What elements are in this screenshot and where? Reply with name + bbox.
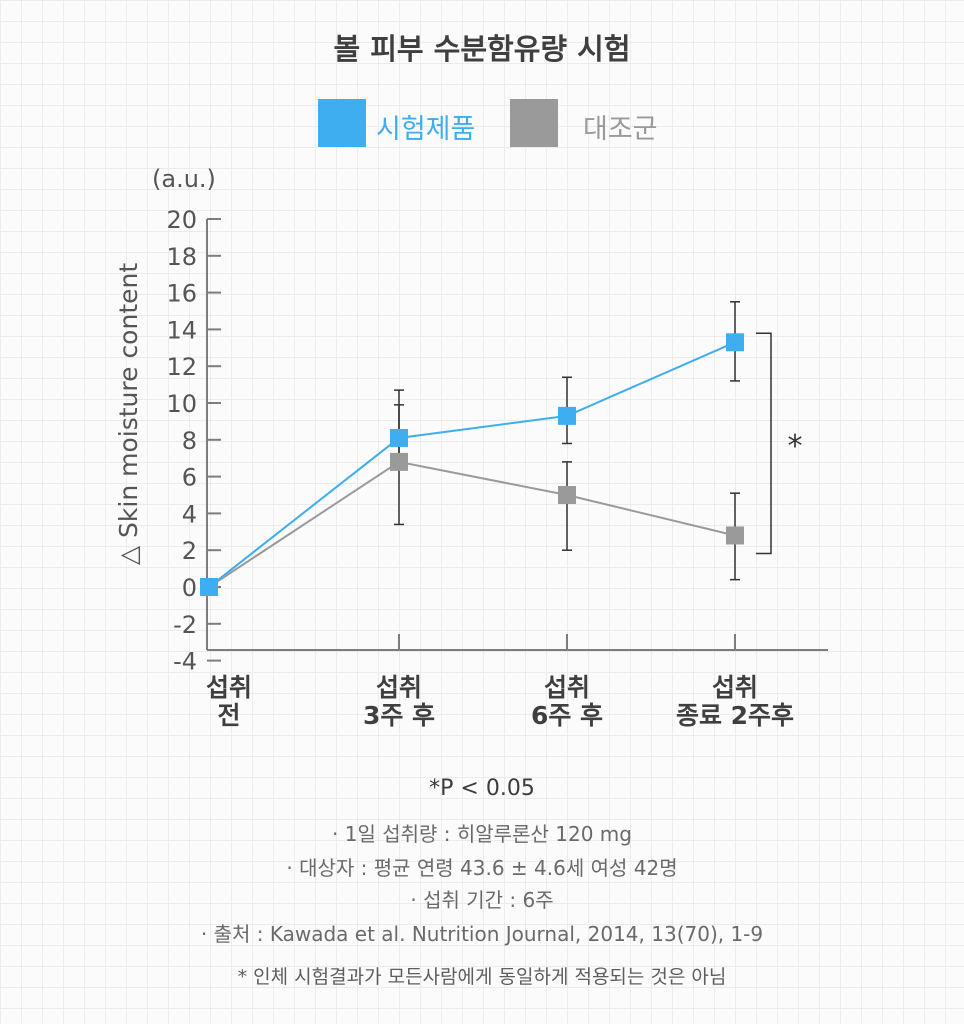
- series-line-1: [208, 460, 736, 588]
- error-bars: [394, 301, 740, 581]
- y-tick-label: 8: [182, 427, 197, 455]
- series-line-0: [208, 341, 736, 588]
- y-tick-label: 10: [166, 390, 197, 418]
- chart-title: 볼 피부 수분함유량 시험: [333, 32, 631, 66]
- y-tick-label: 2: [182, 537, 197, 565]
- x-tick-label-line1: 섭취: [376, 673, 422, 702]
- source-note: · 출처 : Kawada et al. Nutrition Journal, …: [200, 922, 764, 946]
- series-markers: [200, 333, 744, 596]
- significance: *: [756, 332, 803, 555]
- y-tick-label: 12: [166, 353, 197, 381]
- x-tick-label-line2: 종료 2주후: [676, 701, 794, 730]
- x-tick-label-line1: 섭취: [712, 673, 758, 702]
- legend-label-test: 시험제품: [376, 114, 476, 145]
- y-tick-label: 18: [166, 243, 197, 271]
- duration-note: · 섭취 기간 : 6주: [410, 888, 554, 912]
- axes: (a.u.) △ Skin moisture content: [114, 165, 828, 651]
- y-tick-label: 16: [166, 280, 197, 308]
- y-tick-label: 14: [166, 316, 197, 344]
- y-tick-label: 20: [166, 206, 197, 234]
- legend-swatch-control: [510, 99, 558, 147]
- x-tick-label-line1: 섭취: [206, 673, 252, 702]
- data-point-1: [726, 526, 744, 545]
- x-tick-label-line2: 전: [217, 701, 240, 730]
- significance-bracket: [756, 332, 772, 555]
- legend-swatch-test: [318, 99, 366, 147]
- dosage-note: · 1일 섭취량 : 히알루론산 120 mg: [332, 822, 632, 846]
- y-axis-label: △ Skin moisture content: [114, 263, 143, 565]
- data-point-0: [726, 333, 744, 352]
- x-tick-label-line2: 3주 후: [363, 701, 435, 730]
- y-tick-label: -2: [173, 611, 197, 639]
- series-lines: [208, 341, 736, 588]
- legend: 시험제품 대조군: [0, 99, 964, 149]
- p-value-note: *P < 0.05: [429, 776, 535, 801]
- significance-mark: *: [788, 429, 803, 464]
- x-tick-label-line1: 섭취: [544, 673, 590, 702]
- y-tick-label: 0: [182, 574, 197, 602]
- x-tick-label-line2: 6주 후: [531, 701, 603, 730]
- line-chart: (a.u.)△ Skin moisture content 2018161412…: [114, 165, 828, 730]
- legend-label-control: 대조군: [583, 114, 658, 145]
- data-point-1: [558, 486, 576, 504]
- y-tick-label: 6: [182, 464, 197, 492]
- data-point-0: [558, 406, 576, 425]
- data-point-0: [390, 428, 408, 447]
- subjects-note: · 대상자 : 평균 연령 43.6 ± 4.6세 여성 42명: [286, 856, 678, 880]
- disclaimer: * 인체 시험결과가 모든사람에게 동일하게 적용되는 것은 아님: [237, 966, 727, 988]
- y-tick-label: 4: [182, 500, 197, 528]
- y-unit-label: (a.u.): [152, 165, 216, 193]
- data-point-1: [390, 452, 408, 471]
- data-point-0: [200, 578, 218, 596]
- y-tick-label: -4: [173, 648, 197, 676]
